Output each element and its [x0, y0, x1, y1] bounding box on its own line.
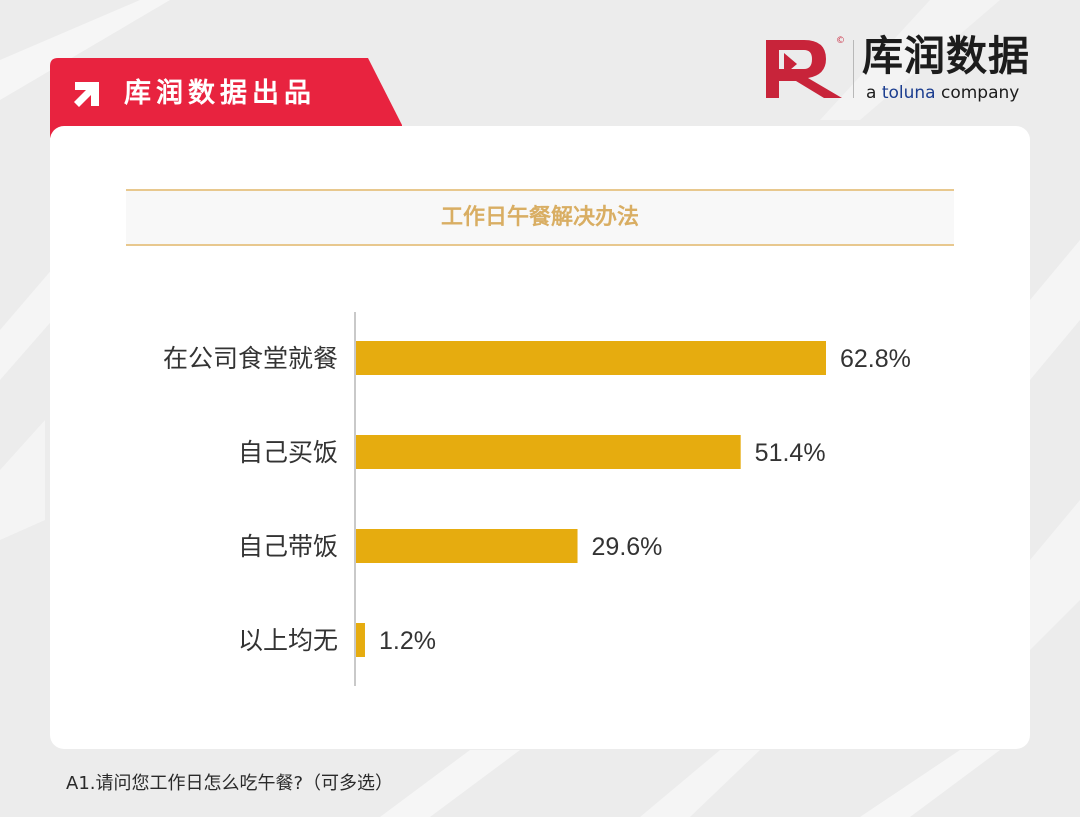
logo-brand-name: 库润数据 [862, 32, 1030, 80]
logo-copyright-mark: © [836, 36, 845, 46]
logo-tagline-brand: toluna [881, 83, 936, 103]
logo-tagline-prefix: a [866, 83, 882, 103]
header-tab [50, 58, 402, 138]
kurun-logo-icon [766, 40, 842, 98]
chart-title: 工作日午餐解决办法 [126, 189, 954, 246]
header-tab-shape [50, 58, 402, 138]
logo-tagline: a toluna company [866, 82, 1019, 104]
bar-3 [356, 623, 365, 657]
logo-tagline-suffix: company [935, 83, 1020, 103]
value-label-3: 1.2% [379, 627, 436, 655]
bar-2 [356, 529, 578, 563]
value-label-1: 51.4% [755, 439, 826, 467]
bar-0 [356, 341, 826, 375]
category-label-0: 在公司食堂就餐 [163, 344, 338, 373]
footnote: A1.请问您工作日怎么吃午餐?（可多选） [66, 773, 394, 794]
category-label-1: 自己买饭 [238, 438, 338, 467]
arrow-up-right-icon [74, 82, 99, 107]
value-label-2: 29.6% [592, 533, 663, 561]
header-tab-label: 库润数据出品 [124, 78, 316, 109]
value-label-0: 62.8% [840, 345, 911, 373]
bar-1 [356, 435, 741, 469]
category-label-2: 自己带饭 [238, 532, 338, 561]
logo-divider [853, 40, 854, 98]
category-label-3: 以上均无 [238, 626, 338, 655]
